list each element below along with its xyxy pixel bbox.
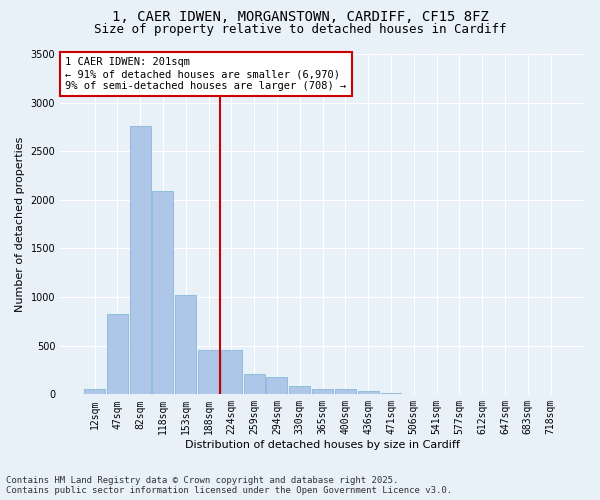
- Bar: [335, 390, 356, 394]
- Text: 1, CAER IDWEN, MORGANSTOWN, CARDIFF, CF15 8FZ: 1, CAER IDWEN, MORGANSTOWN, CARDIFF, CF1…: [112, 10, 488, 24]
- Bar: [289, 386, 310, 394]
- Text: 1 CAER IDWEN: 201sqm
← 91% of detached houses are smaller (6,970)
9% of semi-det: 1 CAER IDWEN: 201sqm ← 91% of detached h…: [65, 58, 347, 90]
- Bar: [358, 392, 379, 394]
- Text: Contains HM Land Registry data © Crown copyright and database right 2025.
Contai: Contains HM Land Registry data © Crown c…: [6, 476, 452, 495]
- Bar: [175, 295, 196, 394]
- Bar: [221, 350, 242, 395]
- Bar: [152, 191, 173, 394]
- Bar: [84, 389, 105, 394]
- X-axis label: Distribution of detached houses by size in Cardiff: Distribution of detached houses by size …: [185, 440, 460, 450]
- Bar: [266, 377, 287, 394]
- Text: Size of property relative to detached houses in Cardiff: Size of property relative to detached ho…: [94, 22, 506, 36]
- Bar: [107, 314, 128, 394]
- Y-axis label: Number of detached properties: Number of detached properties: [15, 136, 25, 312]
- Bar: [380, 392, 401, 394]
- Bar: [198, 350, 219, 395]
- Bar: [312, 389, 333, 394]
- Bar: [130, 126, 151, 394]
- Bar: [244, 374, 265, 394]
